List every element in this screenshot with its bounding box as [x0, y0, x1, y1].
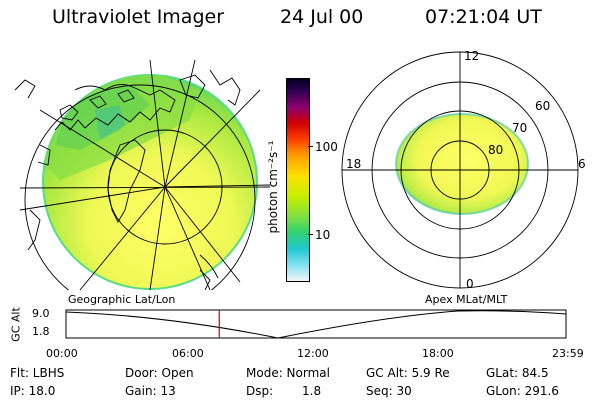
dsp-label: Dsp:: [246, 384, 274, 398]
gc-alt-info: GC Alt: 5.9 Re: [366, 366, 450, 380]
polar-grid: [341, 51, 579, 289]
filter-info: Flt: LBHS: [10, 366, 65, 380]
time-tick-0600: 06:00: [172, 347, 204, 360]
polar-plot: 12 18 6 0 60 70 80: [341, 49, 586, 291]
time-tick-2359: 23:59: [552, 347, 584, 360]
mlat-label-70: 70: [512, 121, 527, 135]
geographic-image: [14, 59, 271, 290]
mlt-label-18: 18: [346, 157, 361, 171]
dsp-value: 1.8: [302, 384, 322, 398]
glat-info: GLat: 84.5: [486, 366, 549, 380]
altitude-axis-label: GC Alt: [9, 307, 23, 342]
altitude-plot-frame: [65, 309, 567, 339]
instrument-title: Ultraviolet Imager: [52, 6, 225, 28]
mlat-label-60: 60: [535, 99, 550, 113]
mode-info: Mode: Normal: [246, 366, 330, 380]
time-label: 07:21:04 UT: [425, 6, 542, 28]
colorbar-unit-label: photon cm⁻²s⁻¹: [266, 140, 280, 234]
ip-info: IP: 18.0: [10, 384, 56, 398]
geographic-panel-label: Geographic Lat/Lon: [68, 293, 176, 306]
altitude-curve: [65, 310, 567, 339]
mlt-label-0: 0: [466, 277, 474, 291]
time-tick-1800: 18:00: [422, 347, 454, 360]
time-tick-1200: 12:00: [297, 347, 329, 360]
auroral-oval: [396, 114, 528, 214]
colorbar-label-100: 100: [315, 140, 338, 154]
door-info: Door: Open: [125, 366, 194, 380]
colorbar-label-10: 10: [315, 228, 331, 242]
mlt-label-12: 12: [464, 49, 479, 63]
seq-info: Seq: 30: [366, 384, 412, 398]
gain-info: Gain: 13: [125, 384, 176, 398]
colorbar: [286, 78, 310, 282]
altitude-ytick-high: 9.0: [32, 307, 50, 320]
colorbar-tick-100: [308, 146, 313, 147]
altitude-plot: [65, 309, 567, 339]
time-tick-0000: 00:00: [46, 347, 78, 360]
colorbar-tick-10: [308, 234, 313, 235]
geographic-grid: [19, 59, 271, 290]
mlat-label-80: 80: [488, 143, 503, 157]
apex-panel-label: Apex MLat/MLT: [425, 293, 508, 306]
date-label: 24 Jul 00: [280, 6, 364, 28]
glon-info: GLon: 291.6: [486, 384, 559, 398]
altitude-ytick-low: 1.8: [32, 325, 50, 338]
mlt-label-6: 6: [578, 157, 586, 171]
